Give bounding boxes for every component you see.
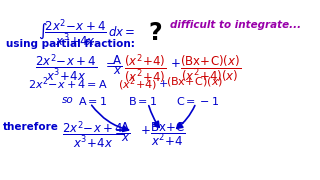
- Text: $2x^2\!-\!x+4 = \mathrm{A}$: $2x^2\!-\!x+4 = \mathrm{A}$: [28, 75, 108, 92]
- Text: $\dfrac{(\mathrm{Bx}\!+\!\mathrm{C})(x)}{(x^2\!+\!4)(x)}$: $\dfrac{(\mathrm{Bx}\!+\!\mathrm{C})(x)}…: [180, 53, 241, 84]
- Text: $\dfrac{2x^2\!-\!x+4}{x^3\!+\!4x}$: $\dfrac{2x^2\!-\!x+4}{x^3\!+\!4x}$: [35, 53, 97, 84]
- Text: $\mathbf{?}$: $\mathbf{?}$: [148, 21, 162, 45]
- Text: $+$: $+$: [170, 57, 180, 70]
- Text: $\int\!\dfrac{2x^2\!-\!x+4}{x^3\!+\!4x}\,dx =$: $\int\!\dfrac{2x^2\!-\!x+4}{x^3\!+\!4x}\…: [38, 18, 135, 50]
- Text: $\mathrm{C}=-1$: $\mathrm{C}=-1$: [176, 95, 219, 107]
- Text: $(\mathrm{Bx}\!+\!\mathrm{C})(x)$: $(\mathrm{Bx}\!+\!\mathrm{C})(x)$: [166, 75, 223, 88]
- Text: so: so: [62, 95, 74, 105]
- Text: $+$: $+$: [140, 124, 151, 137]
- Text: $=$: $=$: [112, 124, 125, 137]
- Text: $\dfrac{\mathrm{A}}{x}$: $\dfrac{\mathrm{A}}{x}$: [120, 120, 130, 144]
- Text: $(x^2\!+\!4)$: $(x^2\!+\!4)$: [118, 75, 157, 93]
- Text: $\mathrm{B}=1$: $\mathrm{B}=1$: [128, 95, 157, 107]
- Text: $+$: $+$: [158, 78, 168, 89]
- Text: $\dfrac{2x^2\!-\!x+4}{x^3\!+\!4x}$: $\dfrac{2x^2\!-\!x+4}{x^3\!+\!4x}$: [62, 120, 124, 152]
- Text: using partial fraction:: using partial fraction:: [6, 39, 135, 49]
- Text: difficult to integrate...: difficult to integrate...: [170, 20, 301, 30]
- Text: $=$: $=$: [103, 57, 116, 70]
- Text: $\dfrac{\mathrm{A}}{x}$: $\dfrac{\mathrm{A}}{x}$: [112, 53, 122, 77]
- Text: $\mathrm{A}=1$: $\mathrm{A}=1$: [78, 95, 107, 107]
- Text: $\dfrac{\mathrm{Bx}\!+\!\mathrm{C}}{x^2\!+\!4}$: $\dfrac{\mathrm{Bx}\!+\!\mathrm{C}}{x^2\…: [150, 120, 186, 148]
- Text: therefore: therefore: [3, 122, 59, 132]
- Text: $\dfrac{(x^2\!+\!4)}{(x^2\!+\!4)}$: $\dfrac{(x^2\!+\!4)}{(x^2\!+\!4)}$: [124, 53, 166, 86]
